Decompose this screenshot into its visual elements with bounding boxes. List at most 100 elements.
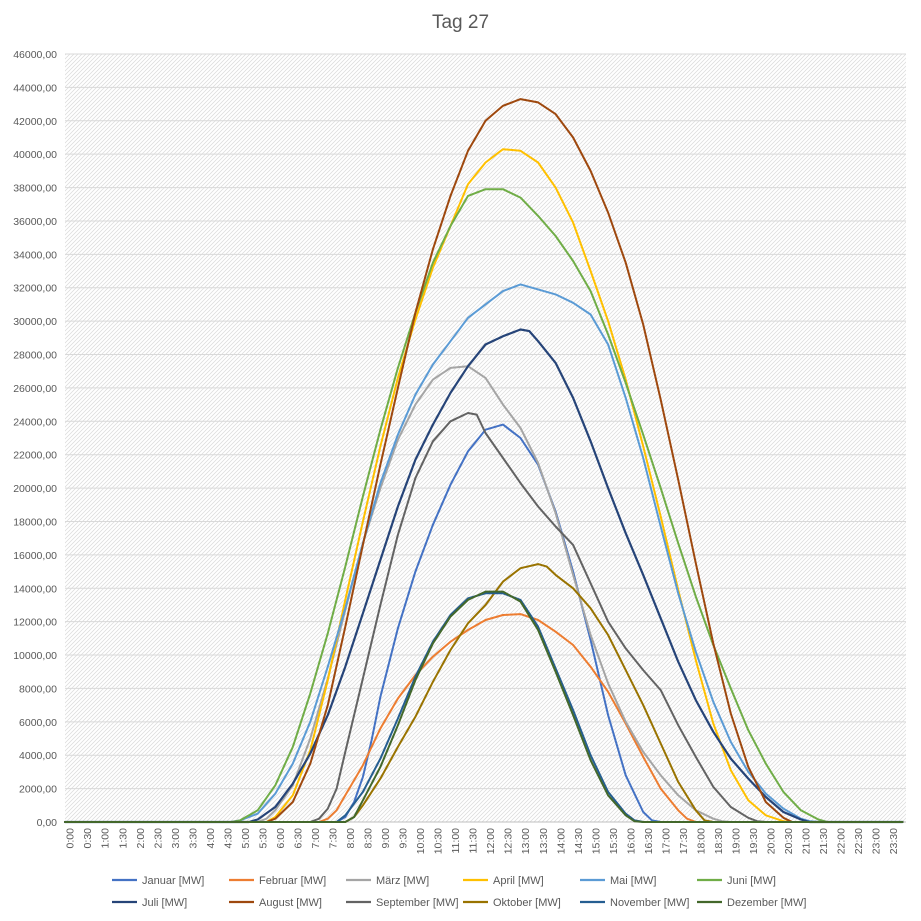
x-tick-label: 12:00 (485, 828, 497, 854)
legend-label: Februar [MW] (259, 875, 326, 887)
y-tick-label: 34000,00 (13, 249, 57, 261)
x-tick-label: 15:00 (590, 828, 602, 854)
x-tick-label: 16:30 (643, 828, 655, 854)
x-tick-label: 7:30 (328, 828, 340, 849)
x-tick-label: 11:00 (450, 828, 462, 854)
y-tick-label: 14000,00 (13, 583, 57, 595)
y-tick-label: 40000,00 (13, 149, 57, 161)
x-tick-label: 1:00 (100, 828, 112, 849)
x-tick-label: 1:30 (117, 828, 129, 849)
y-tick-label: 36000,00 (13, 216, 57, 228)
chart-title: Tag 27 (431, 12, 490, 33)
x-tick-label: 22:00 (836, 828, 848, 854)
x-tick-label: 23:30 (888, 828, 900, 854)
series-line-5 (64, 283, 904, 823)
x-tick-label: 9:30 (398, 828, 410, 849)
y-tick-label: 44000,00 (13, 82, 57, 94)
series-line-6 (64, 188, 904, 823)
series-line-3 (64, 365, 904, 823)
x-tick-label: 8:30 (363, 828, 375, 849)
x-tick-label: 14:30 (573, 828, 585, 854)
x-tick-label: 22:30 (853, 828, 865, 854)
x-tick-label: 3:30 (187, 828, 199, 849)
legend-label: November [MW] (610, 897, 689, 909)
plot-area (65, 54, 906, 822)
x-tick-label: 21:00 (801, 828, 813, 854)
series-line-11 (64, 592, 904, 823)
series-line-7 (63, 328, 904, 824)
x-tick-label: 3:00 (170, 828, 182, 849)
legend-label: April [MW] (493, 875, 544, 887)
y-tick-label: 38000,00 (13, 183, 57, 195)
y-tick-label: 16000,00 (13, 550, 57, 562)
series-line-12 (64, 590, 904, 823)
x-tick-label: 4:00 (205, 828, 217, 849)
x-tick-label: 13:30 (538, 828, 550, 854)
y-tick-label: 8000,00 (19, 683, 57, 695)
legend-label: Dezember [MW] (727, 897, 806, 909)
x-tick-label: 19:30 (748, 828, 760, 854)
x-tick-label: 12:30 (503, 828, 515, 854)
legend-label: März [MW] (376, 875, 429, 887)
x-tick-label: 2:30 (152, 828, 164, 849)
x-tick-label: 11:30 (468, 828, 480, 854)
y-tick-label: 12000,00 (13, 617, 57, 629)
x-tick-label: 20:00 (766, 828, 778, 854)
x-tick-label: 4:30 (222, 828, 234, 849)
y-tick-label: 18000,00 (13, 516, 57, 528)
y-tick-label: 32000,00 (13, 283, 57, 295)
x-tick-label: 17:00 (660, 828, 672, 854)
y-tick-label: 46000,00 (13, 49, 57, 61)
y-tick-label: 28000,00 (13, 350, 57, 362)
y-tick-label: 30000,00 (13, 316, 57, 328)
x-axis: 0:00 0:30 1:00 1:30 2:00 2:30 3:00 3:30 4:00 4:30… (65, 828, 900, 854)
series-line-8 (64, 98, 904, 823)
legend-label: September [MW] (376, 897, 459, 909)
x-tick-label: 9:00 (380, 828, 392, 849)
gridlines (65, 53, 906, 823)
x-tick-label: 0:30 (82, 828, 94, 849)
x-tick-label: 19:00 (730, 828, 742, 854)
x-tick-label: 0:00 (65, 828, 77, 849)
y-tick-label: 20000,00 (13, 483, 57, 495)
x-tick-label: 2:00 (135, 828, 147, 849)
x-tick-label: 17:30 (678, 828, 690, 854)
series-lines (63, 98, 904, 824)
legend-label: Januar [MW] (142, 875, 204, 887)
series-line-10 (64, 563, 904, 823)
x-tick-label: 18:30 (713, 828, 725, 854)
legend-label: Juli [MW] (142, 897, 187, 909)
x-tick-label: 8:00 (345, 828, 357, 849)
x-tick-label: 20:30 (783, 828, 795, 854)
legend-label: Oktober [MW] (493, 897, 561, 909)
legend-label: August [MW] (259, 897, 322, 909)
y-tick-label: 4000,00 (19, 750, 57, 762)
y-tick-label: 42000,00 (13, 116, 57, 128)
y-tick-label: 0,00 (37, 817, 58, 829)
x-tick-label: 16:00 (625, 828, 637, 854)
legend-label: Mai [MW] (610, 875, 656, 887)
x-tick-label: 6:30 (292, 828, 304, 849)
x-tick-label: 14:00 (555, 828, 567, 854)
y-tick-label: 26000,00 (13, 383, 57, 395)
y-tick-label: 6000,00 (19, 717, 57, 729)
x-tick-label: 6:00 (275, 828, 287, 849)
x-tick-label: 15:30 (608, 828, 620, 854)
x-tick-label: 10:00 (415, 828, 427, 854)
x-tick-label: 5:30 (257, 828, 269, 849)
y-axis: 0,00 2000,00 4000,00 6000,00 8000,00 10000,00… (13, 49, 57, 829)
x-tick-label: 23:00 (871, 828, 883, 854)
x-tick-label: 5:00 (240, 828, 252, 849)
y-tick-label: 22000,00 (13, 450, 57, 462)
legend-label: Juni [MW] (727, 875, 776, 887)
x-tick-label: 21:30 (818, 828, 830, 854)
y-tick-label: 2000,00 (19, 784, 57, 796)
x-tick-label: 7:00 (310, 828, 322, 849)
y-tick-label: 24000,00 (13, 416, 57, 428)
x-tick-label: 13:00 (520, 828, 532, 854)
legend: Januar [MW] Februar [MW] März [MW] April [M… (112, 875, 806, 909)
x-tick-label: 18:00 (695, 828, 707, 854)
x-tick-label: 10:30 (433, 828, 445, 854)
